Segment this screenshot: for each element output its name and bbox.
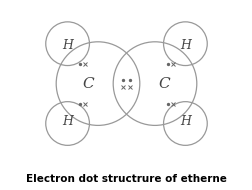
Text: C: C	[82, 77, 94, 91]
Text: C: C	[158, 77, 170, 91]
Text: H: H	[62, 115, 73, 128]
Text: H: H	[62, 39, 73, 52]
Text: Electron dot structrure of etherne: Electron dot structrure of etherne	[26, 174, 226, 184]
Text: H: H	[179, 39, 190, 52]
Text: H: H	[179, 115, 190, 128]
